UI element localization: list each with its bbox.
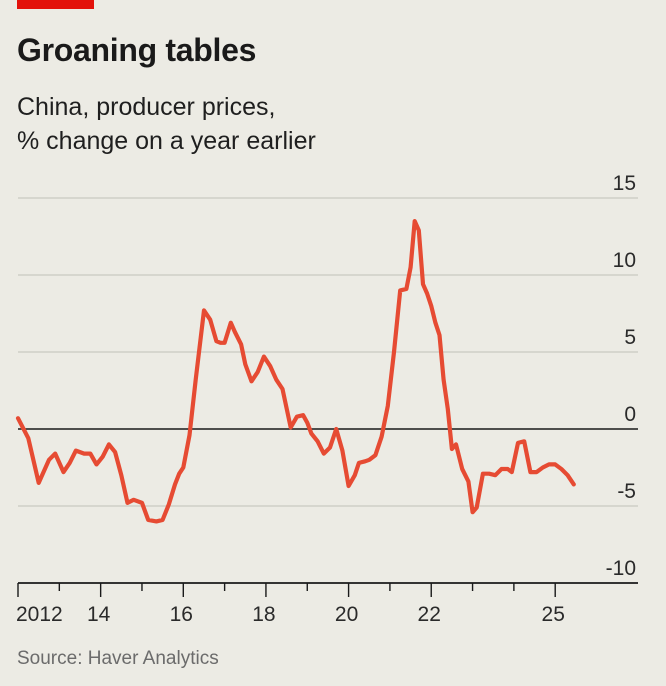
x-tick-label: 2012 bbox=[16, 603, 63, 626]
y-tick-label: 10 bbox=[613, 249, 636, 272]
gridlines bbox=[18, 197, 638, 507]
series-line-0 bbox=[15, 219, 576, 524]
line-chart: 15 10 5 0 -5 -10 2012 14 16 18 20 22 25 bbox=[15, 172, 638, 626]
x-tick-label: 14 bbox=[87, 603, 111, 626]
y-tick-label: 0 bbox=[624, 403, 636, 426]
chart-subtitle: China, producer prices, % change on a ye… bbox=[17, 90, 316, 158]
source-note: Source: Haver Analytics bbox=[17, 648, 219, 669]
x-tick-label: 22 bbox=[418, 603, 441, 626]
brand-tag bbox=[17, 0, 94, 9]
x-tick-label: 18 bbox=[252, 603, 275, 626]
x-tick-label: 20 bbox=[335, 603, 358, 626]
y-tick-labels: 15 10 5 0 -5 -10 bbox=[606, 172, 636, 580]
x-tick-label: 25 bbox=[542, 603, 565, 626]
x-axis: 2012 14 16 18 20 22 25 bbox=[16, 582, 638, 626]
y-tick-label: -10 bbox=[606, 557, 636, 580]
chart-title: Groaning tables bbox=[17, 32, 257, 68]
subtitle-line-1: China, producer prices, bbox=[17, 93, 276, 121]
series-layer bbox=[15, 219, 576, 524]
x-tick-label: 16 bbox=[170, 603, 193, 626]
y-tick-label: -5 bbox=[617, 480, 636, 503]
subtitle-line-2: % change on a year earlier bbox=[17, 127, 316, 155]
y-tick-label: 5 bbox=[624, 326, 636, 349]
y-tick-label: 15 bbox=[613, 172, 636, 195]
